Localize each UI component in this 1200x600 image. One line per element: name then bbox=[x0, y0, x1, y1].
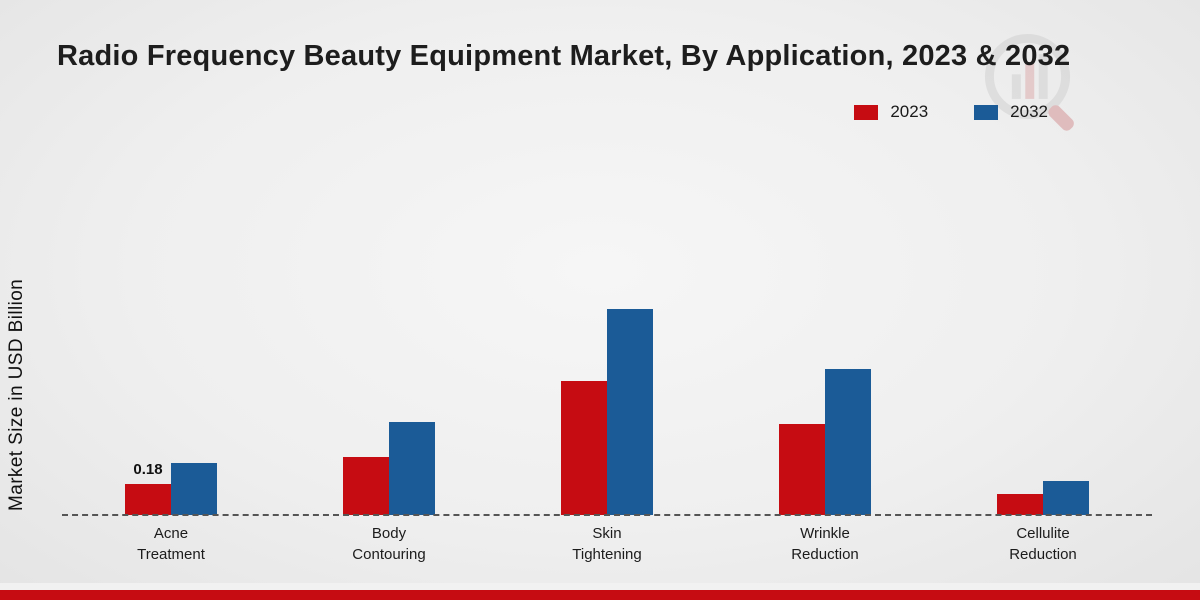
plot-area: 0.18 bbox=[62, 170, 1152, 516]
bar-2032-category-0 bbox=[171, 463, 217, 515]
category-label-4: Cellulite Reduction bbox=[1009, 525, 1077, 563]
legend-label-2032: 2032 bbox=[1010, 102, 1048, 121]
bar-2023-category-2 bbox=[561, 381, 607, 515]
bar-group-2 bbox=[561, 309, 653, 515]
legend-item-2032: 2032 bbox=[974, 102, 1048, 122]
bar-group-4 bbox=[997, 481, 1089, 515]
bar-group-0: 0.18 bbox=[125, 461, 217, 515]
bar-2023-category-0: 0.18 bbox=[125, 461, 171, 515]
bar-2032-category-4 bbox=[1043, 481, 1089, 515]
footer-light-strip bbox=[0, 583, 1200, 590]
bar-group-1 bbox=[343, 422, 435, 515]
category-label-2: Skin Tightening bbox=[572, 525, 642, 563]
bar-group-3 bbox=[779, 369, 871, 515]
legend-label-2023: 2023 bbox=[890, 102, 929, 121]
bar-groups-container: 0.18 bbox=[62, 170, 1152, 515]
y-axis-label: Market Size in USD Billion bbox=[6, 278, 27, 511]
bar-2023-category-3 bbox=[779, 424, 825, 515]
legend-swatch-2032 bbox=[974, 104, 999, 120]
legend-swatch-2023 bbox=[854, 104, 879, 120]
bar-value-label: 0.18 bbox=[133, 461, 163, 478]
x-axis-baseline bbox=[62, 514, 1152, 516]
category-label-1: Body Contouring bbox=[352, 525, 426, 563]
category-label-0: Acne Treatment bbox=[137, 525, 205, 563]
bar-2032-category-1 bbox=[389, 422, 435, 515]
bar-2023-category-4 bbox=[997, 494, 1043, 515]
bar-2032-category-2 bbox=[607, 309, 653, 515]
legend-item-2023: 2023 bbox=[854, 102, 928, 122]
legend: 2023 2032 bbox=[854, 102, 1048, 122]
footer-red-strip bbox=[0, 590, 1200, 600]
chart-title: Radio Frequency Beauty Equipment Market,… bbox=[57, 40, 1071, 72]
category-label-3: Wrinkle Reduction bbox=[791, 525, 859, 563]
category-labels-row: Acne Treatment Body Contouring Skin Tighte… bbox=[62, 523, 1152, 565]
bar-2023-category-1 bbox=[343, 457, 389, 515]
brand-watermark-logo bbox=[976, 25, 1088, 137]
bar-2032-category-3 bbox=[825, 369, 871, 515]
